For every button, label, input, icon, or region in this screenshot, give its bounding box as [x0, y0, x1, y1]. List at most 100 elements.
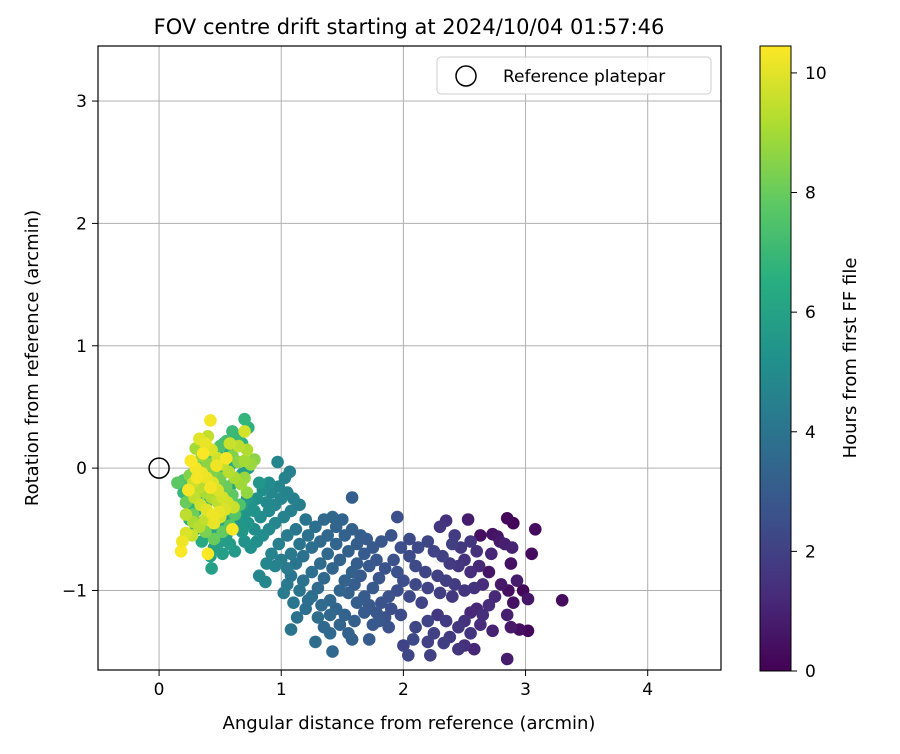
data-point	[446, 590, 459, 603]
data-point	[184, 454, 198, 468]
data-point	[452, 642, 465, 656]
data-point	[458, 584, 471, 597]
data-point	[464, 535, 477, 548]
data-point	[248, 504, 261, 518]
data-point	[299, 513, 313, 526]
data-point	[452, 620, 465, 634]
data-point	[421, 581, 435, 595]
data-point	[326, 645, 339, 658]
data-point	[474, 529, 487, 542]
x-tick-label: 0	[154, 680, 165, 700]
data-point	[317, 571, 331, 585]
colorbar-tick-label: 6	[805, 303, 816, 323]
plot-area-frame	[97, 45, 722, 671]
data-point	[358, 547, 371, 561]
data-point	[427, 545, 441, 558]
data-point	[409, 578, 422, 591]
data-point	[238, 454, 251, 468]
data-point	[424, 649, 437, 662]
data-point	[439, 614, 453, 628]
colorbar-tick-label: 2	[805, 542, 816, 562]
data-point	[317, 513, 331, 526]
y-axis-label: Rotation from reference (arcmin)	[22, 210, 43, 506]
x-tick-label: 1	[276, 680, 287, 700]
data-point	[461, 513, 475, 526]
data-point	[329, 537, 343, 551]
reference-platepar-marker	[148, 457, 170, 479]
data-point	[378, 562, 392, 575]
data-point	[171, 476, 184, 490]
data-point	[260, 496, 273, 509]
data-point	[323, 627, 337, 640]
data-point	[305, 565, 319, 579]
y-tick-label: 2	[76, 214, 87, 234]
data-point	[338, 529, 352, 542]
data-point	[521, 592, 535, 606]
data-point	[500, 608, 514, 622]
colorbar-gradient	[759, 45, 792, 672]
data-point	[309, 635, 322, 649]
data-point	[391, 510, 404, 524]
data-point	[207, 532, 221, 546]
data-point	[342, 627, 355, 640]
data-point	[415, 596, 429, 609]
legend-box	[436, 56, 712, 95]
data-point	[350, 596, 364, 609]
data-point	[486, 624, 499, 638]
data-point	[301, 594, 315, 607]
data-point	[409, 559, 422, 573]
x-axis-ticks: 0 1 2 3 4	[154, 670, 653, 700]
data-point	[220, 452, 233, 465]
data-point	[409, 620, 422, 634]
data-point	[366, 581, 380, 595]
data-point	[260, 557, 273, 570]
data-point	[437, 636, 451, 650]
data-point	[394, 541, 408, 554]
data-point	[216, 525, 229, 538]
colorbar-tick-label: 4	[805, 423, 816, 443]
data-point	[345, 491, 359, 504]
y-tick-label: 1	[76, 337, 87, 357]
data-point	[467, 581, 481, 595]
data-point	[366, 618, 380, 631]
colorbar: 0 2 4 6 8 10 Hours from first FF file	[759, 45, 861, 682]
data-point	[315, 598, 328, 612]
data-point	[358, 606, 371, 619]
data-point	[309, 520, 322, 534]
data-point	[504, 557, 518, 570]
data-point	[421, 614, 435, 628]
data-point	[323, 608, 337, 622]
data-point	[433, 586, 447, 600]
data-point	[387, 553, 400, 567]
data-point	[467, 642, 481, 656]
data-point	[403, 590, 416, 603]
x-tick-label: 2	[398, 680, 409, 700]
data-point	[238, 412, 251, 426]
grid	[98, 46, 721, 670]
data-point	[391, 565, 404, 579]
data-point	[277, 586, 291, 600]
data-point	[195, 535, 209, 548]
data-point	[281, 529, 294, 542]
data-point	[311, 611, 325, 624]
data-point	[384, 529, 398, 542]
data-point	[314, 557, 327, 570]
data-point	[196, 447, 210, 460]
data-point	[265, 547, 278, 561]
data-point	[199, 437, 212, 450]
data-point	[470, 545, 484, 558]
y-axis-ticks: −1 0 1 2 3	[62, 92, 98, 601]
data-point	[433, 520, 447, 534]
data-point	[333, 584, 347, 597]
data-point	[204, 481, 217, 495]
data-point	[446, 537, 459, 551]
data-point	[290, 611, 304, 624]
data-point	[375, 596, 388, 609]
data-point	[272, 537, 286, 551]
data-point	[223, 537, 237, 551]
data-points	[148, 412, 569, 666]
data-point	[431, 569, 444, 583]
data-point	[201, 547, 215, 561]
data-point	[305, 541, 319, 554]
